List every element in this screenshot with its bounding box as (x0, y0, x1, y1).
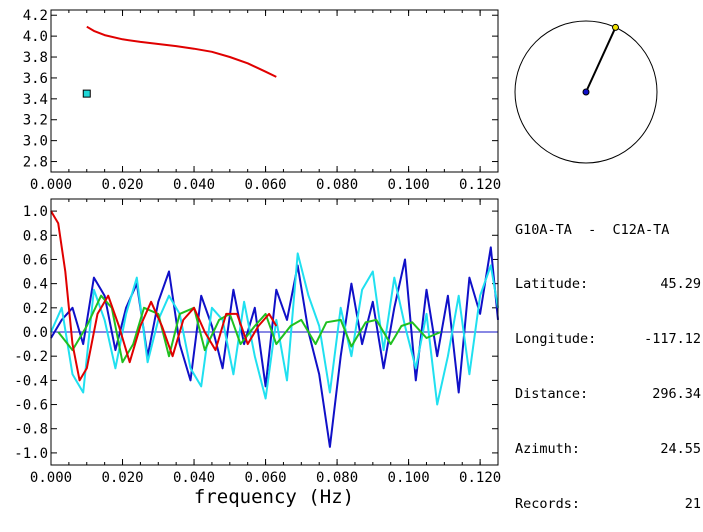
info-label: Records: (515, 496, 581, 513)
x-tick-label: 0.120 (459, 470, 501, 486)
x-tick-label: 0.040 (173, 470, 215, 486)
y-tick-label: -1.0 (14, 446, 48, 462)
data-point-marker (82, 89, 91, 98)
y-tick-label: 0.2 (23, 301, 48, 317)
info-row-latitude: Latitude: 45.29 (515, 275, 701, 293)
x-tick-label: 0.120 (459, 177, 501, 193)
info-value: -117.12 (644, 331, 701, 348)
y-tick-label: -0.6 (14, 398, 48, 414)
series-line-1 (50, 252, 499, 406)
y-tick-label: 3.8 (23, 50, 48, 66)
x-tick-label: 0.060 (244, 177, 286, 193)
info-row-longitude: Longitude: -117.12 (515, 330, 701, 348)
x-tick-label: 0.020 (101, 177, 143, 193)
y-tick-label: 0.8 (23, 228, 48, 244)
info-label: Distance: (515, 386, 589, 403)
x-tick-label: 0.040 (173, 177, 215, 193)
azimuth-map (514, 20, 658, 164)
y-tick-label: 2.8 (23, 155, 48, 171)
x-tick-label: 0.000 (30, 177, 72, 193)
y-tick-label: -0.8 (14, 422, 48, 438)
info-value: 21 (684, 496, 701, 513)
plot-frame (50, 9, 499, 173)
station-pair-title: G10A-TA - C12A-TA (515, 221, 670, 238)
series-line-0 (86, 25, 277, 78)
y-tick-label: -0.2 (14, 349, 48, 365)
x-tick-label: 0.100 (388, 177, 430, 193)
info-value: 296.34 (652, 386, 701, 403)
station-remote-marker (611, 23, 619, 31)
y-tick-label: 1.0 (23, 204, 48, 220)
info-value: 24.55 (660, 441, 701, 458)
y-tick-label: 3.2 (23, 113, 48, 129)
y-tick-label: 3.4 (23, 92, 48, 108)
y-tick-label: 0.6 (23, 252, 48, 268)
info-label: Latitude: (515, 276, 589, 293)
station-center-marker (582, 88, 590, 96)
x-tick-label: 0.100 (388, 470, 430, 486)
info-row-azimuth: Azimuth: 24.55 (515, 440, 701, 458)
series-line-0 (50, 246, 499, 448)
x-tick-label: 0.000 (30, 470, 72, 486)
y-tick-label: 3.0 (23, 134, 48, 150)
info-row-distance: Distance: 296.34 (515, 385, 701, 403)
y-tick-label: 3.6 (23, 71, 48, 87)
station-info-panel: G10A-TA - C12A-TA Latitude: 45.29 Longitu… (515, 184, 701, 532)
y-tick-label: 0.4 (23, 277, 48, 293)
info-row-records: Records: 21 (515, 495, 701, 513)
x-tick-label: 0.020 (101, 470, 143, 486)
bottom-plot: 0.000 0.020 0.040 0.060 0.080 0.100 0.120 1.0 0.… (14, 198, 501, 486)
map-circle (514, 20, 658, 164)
series-line-2 (57, 294, 442, 364)
series-line-3 (50, 210, 278, 382)
x-tick-label: 0.060 (244, 470, 286, 486)
azimuth-line (585, 27, 617, 93)
y-tick-label: -0.4 (14, 373, 48, 389)
x-tick-label: 0.080 (316, 177, 358, 193)
y-tick-label: 0.0 (23, 325, 48, 341)
top-plot: 0.000 0.020 0.040 0.060 0.080 0.100 0.120 2.8 3.… (23, 8, 501, 193)
x-tick-label: 0.080 (316, 470, 358, 486)
plot-frame (50, 198, 499, 466)
info-label: Longitude: (515, 331, 597, 348)
y-tick-label: 4.0 (23, 29, 48, 45)
y-tick-label: 4.2 (23, 8, 48, 24)
info-value: 45.29 (660, 276, 701, 293)
info-label: Azimuth: (515, 441, 581, 458)
figure-canvas: 0.000 0.020 0.040 0.060 0.080 0.100 0.120 2.8 3.… (14, 8, 658, 508)
x-axis-label: frequency (Hz) (194, 486, 354, 508)
